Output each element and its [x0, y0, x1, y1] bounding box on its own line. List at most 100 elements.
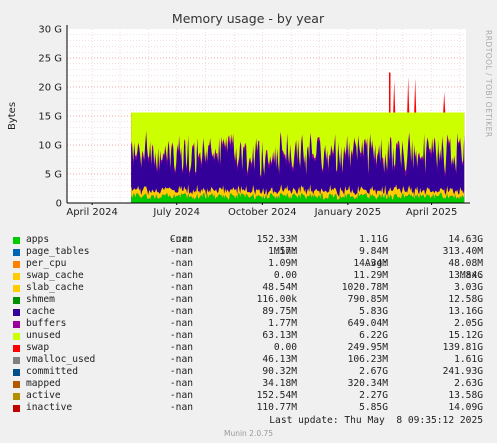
y-tick-label: 10 G — [38, 141, 62, 152]
legend-row-apps: apps -nan 152.33M 1.11G 14.63G — [0, 234, 497, 246]
legend-avg: 9.84M — [359, 246, 388, 257]
stacked-areas — [131, 72, 465, 203]
legend-header-min: Min: — [273, 246, 297, 257]
legend-avg: 2.27G — [359, 390, 388, 401]
legend-row-mapped: mapped -nan 34.18M 320.34M 2.63G — [0, 378, 497, 390]
legend-max: 241.93G — [442, 366, 483, 377]
legend-row-shmem: shmem -nan 116.00k 790.85M 12.58G — [0, 294, 497, 306]
legend-name: active — [26, 390, 61, 401]
last-update: Last update: Thu May 8 09:35:12 2025 — [269, 415, 483, 426]
legend-row-swap_cache: swap_cache -nan 0.00 11.29M 13.84G — [0, 270, 497, 282]
legend-name: apps — [26, 234, 50, 245]
legend-max: 15.12G — [448, 330, 483, 341]
legend-row-cache: cache -nan 89.75M 5.83G 13.16G — [0, 306, 497, 318]
legend-avg: 1.11G — [359, 234, 388, 245]
legend-name: inactive — [26, 402, 73, 413]
legend-name: buffers — [26, 318, 67, 329]
legend-cur: -nan — [169, 318, 193, 329]
legend-min: 152.54M — [256, 390, 297, 401]
legend-max: 14.09G — [448, 402, 483, 413]
legend-swatch — [13, 273, 20, 280]
legend-cur: -nan — [169, 282, 193, 293]
legend-cur: -nan — [169, 330, 193, 341]
legend-cur: -nan — [169, 390, 193, 401]
legend-row-page_tables: page_tables -nan 1.57M 9.84M 313.40M — [0, 246, 497, 258]
legend-max: 313.40M — [442, 246, 483, 257]
legend-row-active: active -nan 152.54M 2.27G 13.58G — [0, 390, 497, 402]
legend-header-max: Max: — [459, 270, 483, 281]
legend-swatch — [13, 333, 20, 340]
legend-row-per_cpu: per_cpu -nan 1.09M 14.34M 48.08M — [0, 258, 497, 270]
legend-row-buffers: buffers -nan 1.77M 649.04M 2.05G — [0, 318, 497, 330]
axes — [66, 25, 470, 204]
legend-avg: 2.67G — [359, 366, 388, 377]
legend-name: cache — [26, 306, 55, 317]
legend-swatch — [13, 285, 20, 292]
legend-cur: -nan — [169, 402, 193, 413]
x-tick-label: April 2024 — [66, 207, 117, 218]
legend-swatch — [13, 321, 20, 328]
x-tick-label: January 2025 — [314, 207, 382, 218]
legend-max: 2.05G — [454, 318, 483, 329]
legend-max: 139.81G — [442, 342, 483, 353]
legend-name: vmalloc_used — [26, 354, 96, 365]
legend-cur: -nan — [169, 270, 193, 281]
legend-min: 0.00 — [273, 270, 297, 281]
legend-name: swap — [26, 342, 50, 353]
legend-row-slab_cache: slab_cache -nan 48.54M 1020.78M 3.03G — [0, 282, 497, 294]
legend-min: 116.00k — [256, 294, 297, 305]
chart-title: Memory usage - by year — [172, 11, 325, 26]
munin-version: Munin 2.0.75 — [223, 429, 274, 438]
legend-max: 48.08M — [448, 258, 483, 269]
legend-row-vmalloc_used: vmalloc_used -nan 46.13M 106.23M 1.61G — [0, 354, 497, 366]
legend-cur: -nan — [169, 246, 193, 257]
legend-cur: -nan — [169, 378, 193, 389]
legend-avg: 649.04M — [347, 318, 388, 329]
legend-min: 110.77M — [256, 402, 297, 413]
legend-swatch — [13, 249, 20, 256]
legend-max: 13.16G — [448, 306, 483, 317]
legend-cur: -nan — [169, 366, 193, 377]
rrdtool-credit: RRDTOOL / TOBI OETIKER — [484, 30, 493, 138]
legend-row-swap: swap -nan 0.00 249.95M 139.81G — [0, 342, 497, 354]
legend-name: page_tables — [26, 246, 90, 257]
legend-swatch — [13, 261, 20, 268]
legend-swatch — [13, 345, 20, 352]
legend-avg: 249.95M — [347, 342, 388, 353]
x-tick-label: July 2024 — [152, 207, 200, 218]
legend-swatch — [13, 237, 20, 244]
legend-min: 63.13M — [262, 330, 297, 341]
legend-min: 34.18M — [262, 378, 297, 389]
x-tick-label: April 2025 — [406, 207, 457, 218]
legend-name: slab_cache — [26, 282, 84, 293]
y-tick-label: 15 G — [38, 112, 62, 123]
legend-cur: -nan — [169, 354, 193, 365]
legend-name: mapped — [26, 378, 61, 389]
legend-min: 89.75M — [262, 306, 297, 317]
legend-avg: 320.34M — [347, 378, 388, 389]
y-tick-label: 5 G — [45, 170, 62, 181]
legend-swatch — [13, 369, 20, 376]
legend-swatch — [13, 393, 20, 400]
legend-avg: 5.83G — [359, 306, 388, 317]
legend-min: 152.33M — [256, 234, 297, 245]
legend-min: 48.54M — [262, 282, 297, 293]
legend-avg: 14.34M — [353, 258, 388, 269]
legend-min: 46.13M — [262, 354, 297, 365]
x-tick-labels: April 2024 July 2024 October 2024 January 2… — [66, 203, 457, 218]
legend-swatch — [13, 297, 20, 304]
legend-name: shmem — [26, 294, 55, 305]
y-axis-label: Bytes — [7, 102, 18, 130]
legend-max: 3.03G — [454, 282, 483, 293]
area-apps — [131, 193, 465, 203]
legend-header-cur: Cur: — [169, 234, 193, 245]
area-cache — [131, 134, 465, 203]
legend-swatch — [13, 309, 20, 316]
legend-header-avg: Avg: — [364, 258, 388, 269]
legend-name: swap_cache — [26, 270, 84, 281]
memory-chart: Memory usage - by year Bytes RRDTOOL / T… — [7, 11, 493, 218]
legend-avg: 106.23M — [347, 354, 388, 365]
y-tick-label: 30 G — [38, 25, 62, 36]
legend-avg: 11.29M — [353, 270, 388, 281]
legend-max: 13.84G — [448, 270, 483, 281]
